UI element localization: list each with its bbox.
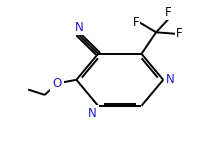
Text: F: F [165,6,172,19]
Text: F: F [133,16,139,29]
Text: N: N [88,106,97,120]
Text: N: N [75,21,84,34]
Text: N: N [166,73,175,86]
Text: F: F [176,27,183,40]
Text: O: O [52,77,62,90]
